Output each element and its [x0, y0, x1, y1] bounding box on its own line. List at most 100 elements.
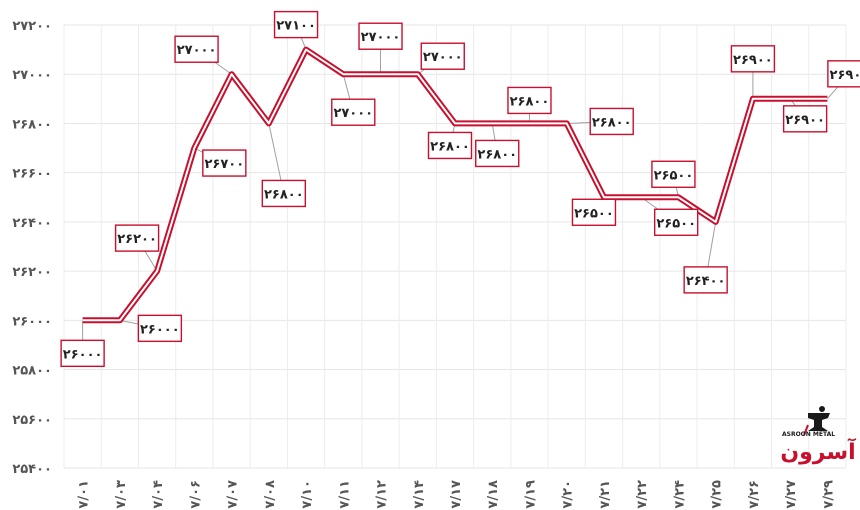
data-labels: ۲۶۰۰۰ ۲۶۰۰۰ ۲۶۲۰۰ ۲۶۷۰۰ ۲۷۰۰۰ ۲۶۸۰۰ ۲۷۱۰۰ ۲۷۰۰۰…: [60, 10, 860, 368]
data-label: ۲۶۲۰۰: [114, 224, 160, 252]
x-tick-label: ۷/۱۲: [375, 480, 390, 509]
data-label-box: [114, 224, 160, 252]
data-label-text: ۲۷۰۰۰: [361, 30, 401, 45]
data-label: ۲۷۰۰۰: [331, 98, 376, 126]
data-label-box: [261, 179, 307, 208]
data-label-box: [427, 131, 473, 160]
data-label-box: [358, 22, 403, 50]
x-tick-label: ۷/۰۴: [151, 480, 166, 509]
brand-logo: ASROON METAL آسرون: [780, 406, 856, 465]
data-label: ۲۶۸۰۰: [427, 131, 473, 160]
data-label-box: [331, 98, 376, 126]
x-tick-label: ۷/۰۷: [226, 480, 241, 509]
x-tick-label: ۷/۱۰: [300, 480, 315, 509]
y-tick-label: ۲۶۸۰۰: [12, 117, 52, 132]
x-tick-label: ۷/۲۰: [561, 480, 576, 509]
anvil-icon: [803, 406, 830, 436]
x-tick-label: ۷/۲۹: [821, 480, 836, 509]
y-axis: ۲۵۴۰۰ ۲۵۶۰۰ ۲۵۸۰۰ ۲۶۰۰۰ ۲۶۲۰۰ ۲۶۴۰۰ ۲۶۶۰۰ ۲۶۸۰۰…: [12, 19, 52, 477]
data-label-box: [730, 45, 776, 73]
data-label-box: [827, 60, 860, 88]
data-label-box: [782, 105, 828, 133]
data-label-box: [273, 10, 319, 39]
series-line-inner: [82, 48, 828, 322]
grid: [63, 24, 847, 469]
data-label-box: [507, 86, 552, 115]
data-label-text: ۲۶۹۰۰: [830, 68, 860, 83]
logo-subtext: ASROON METAL: [782, 431, 835, 438]
x-tick-label: ۷/۲۵: [710, 480, 725, 509]
x-tick-label: ۷/۰۱: [77, 480, 92, 509]
data-label-box: [60, 339, 105, 368]
data-label-text: ۲۶۵۰۰: [656, 216, 696, 231]
data-label-text: ۲۶۷۰۰: [204, 157, 244, 172]
y-tick-label: ۲۵۶۰۰: [12, 413, 52, 428]
data-label: ۲۶۴۰۰: [683, 266, 728, 294]
data-label: ۲۶۵۰۰: [571, 198, 617, 226]
data-label-text: ۲۶۲۰۰: [117, 232, 157, 247]
data-label-box: [651, 160, 696, 188]
x-tick-label: ۷/۲۷: [784, 480, 799, 509]
data-label: ۲۷۱۰۰: [273, 10, 319, 39]
data-label-box: [653, 208, 699, 236]
data-label: ۲۶۵۰۰: [653, 208, 699, 236]
data-label-text: ۲۶۴۰۰: [686, 274, 726, 289]
data-label-text: ۲۶۵۰۰: [654, 168, 694, 183]
data-label-text: ۲۷۱۰۰: [276, 19, 316, 34]
data-label-box: [589, 107, 634, 136]
data-label: ۲۶۸۰۰: [589, 107, 634, 136]
data-label: ۲۶۵۰۰: [651, 160, 696, 188]
y-tick-label: ۲۶۲۰۰: [12, 265, 52, 280]
data-label-text: ۲۶۹۰۰: [733, 53, 773, 68]
data-label-text: ۲۶۸۰۰: [510, 94, 550, 109]
data-label: ۲۶۹۰۰: [730, 45, 776, 73]
data-label: ۲۶۰۰۰: [137, 314, 183, 343]
series-line: [82, 46, 828, 324]
data-label: ۲۶۸۰۰: [507, 86, 552, 115]
data-label: ۲۶۷۰۰: [202, 149, 247, 177]
x-tick-label: ۷/۰۸: [263, 480, 278, 509]
data-label: ۲۶۹۰۰: [827, 60, 860, 88]
data-label: ۲۶۸۰۰: [475, 139, 520, 168]
x-tick-label: ۷/۰۳: [114, 480, 129, 509]
x-tick-label: ۷/۲۲: [635, 480, 650, 509]
data-label-text: ۲۶۸۰۰: [264, 187, 304, 202]
data-label-box: [475, 139, 520, 168]
y-tick-label: ۲۵۸۰۰: [12, 364, 52, 379]
data-label: ۲۷۰۰۰: [420, 42, 465, 70]
logo-text: آسرون: [780, 437, 856, 465]
data-label-text: ۲۶۸۰۰: [477, 147, 517, 162]
data-label: ۲۶۸۰۰: [261, 179, 307, 208]
x-tick-label: ۷/۲۶: [747, 480, 762, 509]
data-label-text: ۲۶۰۰۰: [63, 347, 103, 362]
data-label-text: ۲۶۸۰۰: [592, 115, 632, 130]
x-axis: ۷/۰۱ ۷/۰۳ ۷/۰۴ ۷/۰۶ ۷/۰۷ ۷/۰۸ ۷/۱۰ ۷/۱۱ ۷/۱۲ ۷/۱۴…: [77, 480, 837, 509]
data-label: ۲۷۰۰۰: [358, 22, 403, 50]
data-label-text: ۲۷۰۰۰: [333, 106, 373, 121]
y-tick-label: ۲۷۲۰۰: [12, 19, 52, 34]
x-tick-label: ۷/۰۶: [188, 480, 203, 509]
y-tick-label: ۲۶۰۰۰: [12, 314, 52, 329]
y-tick-label: ۲۵۴۰۰: [12, 462, 52, 477]
data-label-text: ۲۷۰۰۰: [423, 50, 463, 65]
y-tick-label: ۲۶۶۰۰: [12, 167, 52, 182]
y-tick-label: ۲۷۰۰۰: [12, 68, 52, 83]
data-label: ۲۷۰۰۰: [174, 35, 219, 63]
data-label-box: [202, 149, 247, 177]
data-label-box: [137, 314, 183, 343]
y-tick-label: ۲۶۴۰۰: [12, 216, 52, 231]
data-label-text: ۲۶۹۰۰: [785, 113, 825, 128]
data-label-box: [571, 198, 617, 226]
data-label-text: ۲۶۸۰۰: [430, 139, 470, 154]
data-label-text: ۲۷۰۰۰: [177, 43, 217, 58]
x-tick-label: ۷/۱۴: [412, 480, 427, 509]
x-tick-label: ۷/۱۷: [449, 480, 464, 509]
data-label-text: ۲۶۵۰۰: [574, 206, 614, 221]
x-tick-label: ۷/۱۸: [486, 480, 501, 509]
data-label: ۲۶۹۰۰: [782, 105, 828, 133]
x-tick-label: ۷/۱۱: [337, 480, 352, 509]
data-label: ۲۶۰۰۰: [60, 339, 105, 368]
data-label-text: ۲۶۰۰۰: [140, 322, 180, 337]
data-label-box: [174, 35, 219, 63]
